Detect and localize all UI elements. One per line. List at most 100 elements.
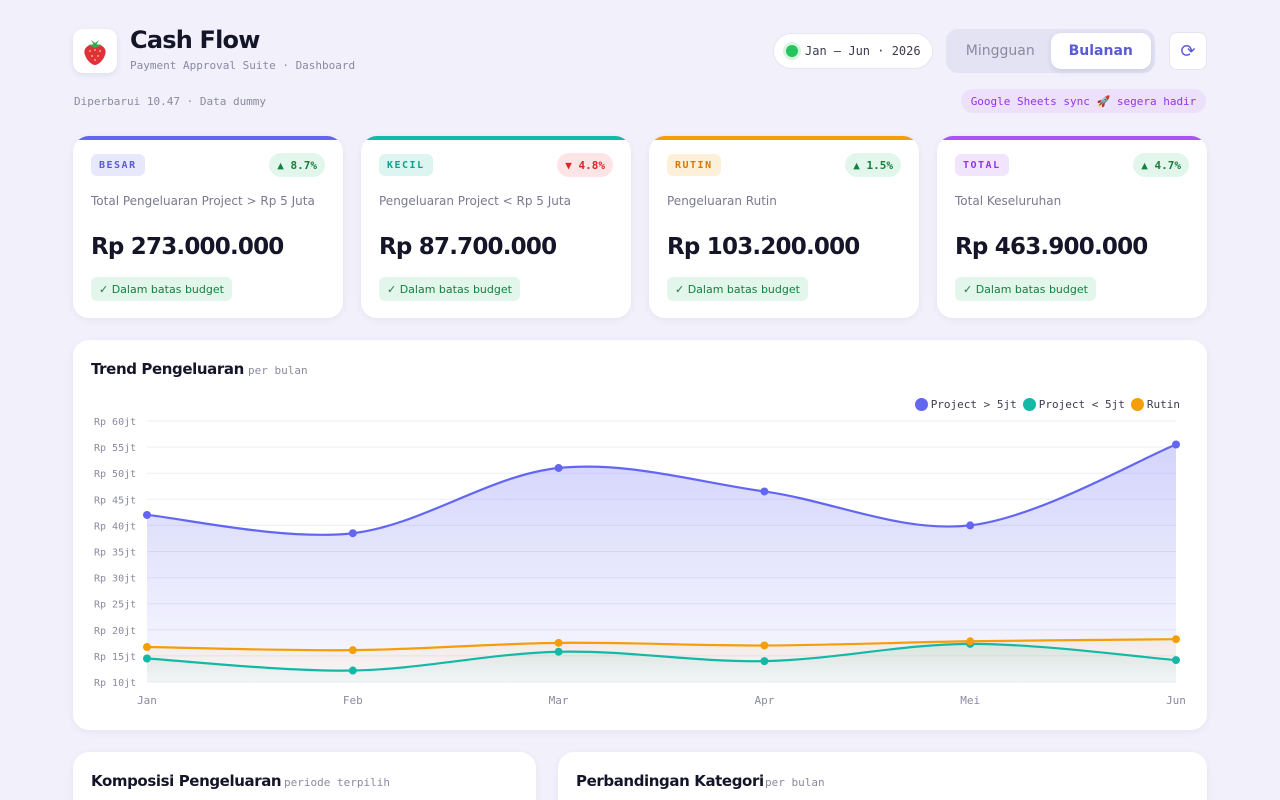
data-point[interactable]	[554, 638, 563, 647]
y-tick-label: Rp 30jt	[94, 574, 136, 585]
refresh-button[interactable]: ⟳	[1169, 32, 1207, 70]
comparison-title: Perbandingan Kategori	[576, 772, 764, 790]
composition-title: Komposisi Pengeluaran	[91, 772, 282, 790]
toggle-weekly[interactable]: Mingguan	[965, 43, 1035, 59]
data-point[interactable]	[760, 641, 769, 650]
legend-label: Rutin	[1146, 398, 1180, 411]
legend-item-rutin[interactable]: Rutin	[1130, 398, 1180, 411]
data-point[interactable]	[143, 510, 151, 519]
data-point[interactable]	[966, 521, 975, 530]
strawberry-icon	[84, 40, 106, 65]
kpi-tag: RUTIN	[667, 154, 721, 176]
composition-card: Komposisi Pengeluaran periode terpilih	[73, 752, 536, 800]
y-tick-label: Rp 25jt	[94, 600, 136, 611]
legend-dot	[1022, 398, 1036, 411]
data-point[interactable]	[554, 647, 563, 656]
y-tick-label: Rp 60jt	[94, 417, 136, 428]
toggle-monthly[interactable]: Bulanan	[1050, 33, 1151, 69]
kpi-card-total[interactable]: TOTAL ▲ 4.7% Total Keseluruhan Rp 463.90…	[937, 136, 1207, 318]
kpi-budget-status: ✓ Dalam batas budget	[379, 277, 520, 301]
kpi-delta-badge: ▼ 4.8%	[557, 153, 613, 177]
data-point[interactable]	[554, 463, 563, 472]
app-subtitle: Payment Approval Suite · Dashboard	[130, 59, 356, 72]
data-point[interactable]	[760, 657, 769, 666]
kpi-value: Rp 103.200.000	[667, 234, 860, 260]
kpi-value: Rp 463.900.000	[955, 234, 1148, 260]
composition-subtitle: periode terpilih	[284, 776, 390, 789]
kpi-card-besar[interactable]: BESAR ▲ 8.7% Total Pengeluaran Project >…	[73, 136, 343, 318]
data-point[interactable]	[760, 487, 769, 496]
y-tick-label: Rp 20jt	[94, 626, 136, 637]
trend-chart-plot: Rp 60jt Rp 55jt Rp 50jt Rp 45jt Rp 40jt Rp 35…	[94, 417, 1186, 707]
kpi-card-kecil[interactable]: KECIL ▼ 4.8% Pengeluaran Project < Rp 5 …	[361, 136, 631, 318]
kpi-budget-status: ✓ Dalam batas budget	[955, 277, 1096, 301]
kpi-delta-badge: ▲ 1.5%	[845, 153, 901, 177]
kpi-value: Rp 87.700.000	[379, 234, 557, 260]
data-point[interactable]	[348, 529, 357, 538]
kpi-budget-status: ✓ Dalam batas budget	[91, 277, 232, 301]
data-point[interactable]	[1172, 635, 1180, 644]
trend-subtitle: per bulan	[248, 364, 308, 377]
app-title: Cash Flow	[130, 26, 260, 54]
legend-dot	[914, 398, 928, 411]
data-point[interactable]	[348, 666, 357, 675]
data-point[interactable]	[143, 643, 151, 652]
data-point[interactable]	[348, 646, 357, 655]
kpi-accent-bar	[649, 136, 919, 140]
x-tick-label: Apr	[754, 694, 774, 707]
line-series-0	[146, 443, 1177, 536]
chart-legend: Project > 5jt Project < 5jt Rutin	[914, 398, 1180, 411]
last-updated-text: Diperbarui 10.47 · Data dummy	[74, 95, 267, 108]
data-point[interactable]	[1172, 656, 1180, 665]
x-tick-label: Mar	[549, 694, 569, 707]
kpi-delta-badge: ▲ 8.7%	[269, 153, 325, 177]
date-range-picker[interactable]: Jan – Jun · 2026	[773, 33, 933, 69]
view-toggle: Mingguan Bulanan	[946, 29, 1155, 73]
live-status-dot	[786, 45, 798, 57]
kpi-budget-status: ✓ Dalam batas budget	[667, 277, 808, 301]
line-series-1	[146, 642, 1177, 672]
kpi-tag: BESAR	[91, 154, 145, 176]
area-fill-series-2	[147, 639, 1176, 682]
kpi-delta-badge: ▲ 4.7%	[1133, 153, 1189, 177]
y-tick-label: Rp 55jt	[94, 443, 136, 454]
kpi-accent-bar	[937, 136, 1207, 140]
comparison-subtitle: per bulan	[765, 776, 825, 789]
kpi-tag: TOTAL	[955, 154, 1009, 176]
legend-dot	[1130, 398, 1144, 411]
legend-label: Project < 5jt	[1038, 398, 1125, 411]
data-point[interactable]	[143, 654, 151, 663]
data-point[interactable]	[1172, 440, 1180, 449]
kpi-accent-bar	[361, 136, 631, 140]
refresh-icon: ⟳	[1180, 40, 1196, 62]
kpi-accent-bar	[73, 136, 343, 140]
x-tick-label: Feb	[343, 694, 363, 707]
kpi-label: Total Keseluruhan	[955, 194, 1062, 208]
kpi-label: Pengeluaran Rutin	[667, 194, 777, 208]
kpi-value: Rp 273.000.000	[91, 234, 284, 260]
app-logo	[73, 29, 117, 73]
x-tick-label: Mei	[960, 694, 980, 707]
line-series-2	[146, 638, 1177, 652]
y-tick-label: Rp 50jt	[94, 469, 136, 480]
area-fill-series-0	[147, 444, 1176, 682]
x-tick-label: Jun	[1166, 694, 1186, 707]
y-tick-label: Rp 45jt	[94, 495, 136, 506]
legend-item-project-large[interactable]: Project > 5jt	[914, 398, 1017, 411]
y-tick-label: Rp 10jt	[94, 678, 136, 689]
kpi-label: Pengeluaran Project < Rp 5 Juta	[379, 194, 571, 208]
y-tick-label: Rp 35jt	[94, 548, 136, 559]
kpi-card-rutin[interactable]: RUTIN ▲ 1.5% Pengeluaran Rutin Rp 103.20…	[649, 136, 919, 318]
category-comparison-card: Perbandingan Kategori per bulan	[558, 752, 1207, 800]
trend-title: Trend Pengeluaran	[91, 360, 244, 378]
y-tick-label: Rp 40jt	[94, 521, 136, 532]
data-point[interactable]	[966, 637, 975, 646]
y-tick-label: Rp 15jt	[94, 652, 136, 663]
legend-label: Project > 5jt	[930, 398, 1017, 411]
sync-badge: Google Sheets sync 🚀 segera hadir	[961, 89, 1206, 113]
kpi-tag: KECIL	[379, 154, 433, 176]
x-tick-label: Jan	[137, 694, 157, 707]
date-range-label: Jan – Jun · 2026	[805, 44, 921, 58]
kpi-label: Total Pengeluaran Project > Rp 5 Juta	[91, 194, 315, 208]
legend-item-project-small[interactable]: Project < 5jt	[1022, 398, 1125, 411]
